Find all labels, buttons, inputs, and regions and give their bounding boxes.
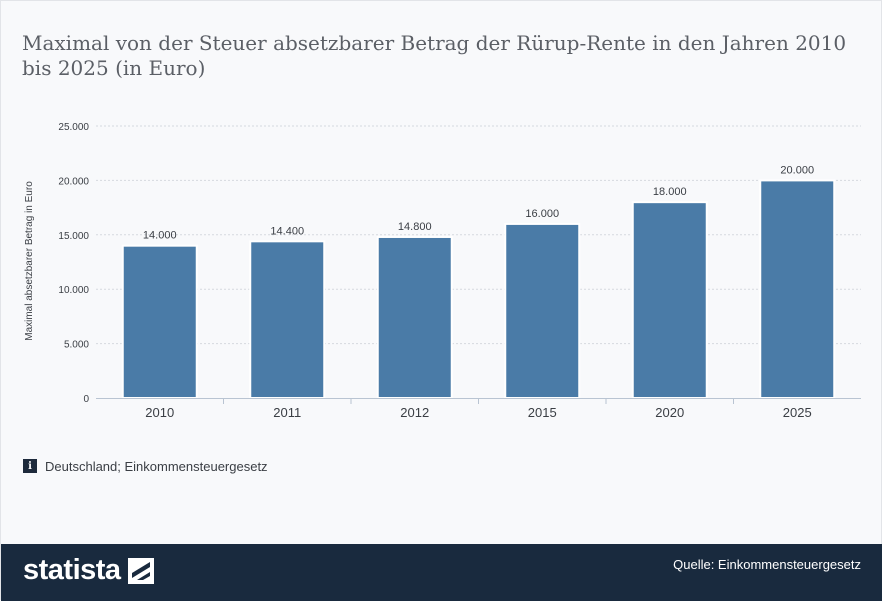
statista-logo-icon <box>127 557 154 584</box>
x-tick-label: 2025 <box>783 405 812 420</box>
bar-2011[interactable] <box>249 240 326 399</box>
bar-2012[interactable] <box>376 235 453 399</box>
data-label: 14.400 <box>270 225 304 237</box>
x-tick-label: 2020 <box>655 405 684 420</box>
x-tick-label: 2015 <box>528 405 557 420</box>
x-tick-label: 2012 <box>400 405 429 420</box>
y-tick-label: 5.000 <box>64 340 89 351</box>
x-tick-label: 2011 <box>273 405 301 420</box>
y-axis-title: Maximal absetzbarer Betrag in Euro <box>24 181 35 341</box>
info-icon[interactable]: i <box>23 459 37 473</box>
y-tick-label: 25.000 <box>58 122 89 133</box>
bar-chart: 14.000 14.400 14.800 16.000 18.000 20.000 0 5.… <box>24 122 861 420</box>
statista-logo[interactable]: statista <box>23 554 154 587</box>
info-note: i Deutschland; Einkommensteuergesetz <box>23 458 268 474</box>
bar-2020[interactable] <box>631 201 708 399</box>
y-tick-label: 20.000 <box>58 176 89 187</box>
logo-text: statista <box>23 554 121 586</box>
bar-2025[interactable] <box>759 179 836 399</box>
chart-title: Maximal von der Steuer absetzbarer Betra… <box>22 31 847 80</box>
source-text: Quelle: Einkommensteuergesetz <box>673 557 861 572</box>
y-tick-label: 10.000 <box>58 285 89 296</box>
data-label: 14.000 <box>143 230 177 242</box>
footer: statista Quelle: Einkommensteuergesetz <box>1 544 882 601</box>
data-label: 14.800 <box>398 221 432 233</box>
y-tick-label: 0 <box>83 394 89 405</box>
y-tick-label: 15.000 <box>58 231 89 242</box>
bar-2015[interactable] <box>504 222 581 399</box>
data-label: 20.000 <box>780 164 814 176</box>
data-label: 18.000 <box>653 186 687 198</box>
info-note-text: Deutschland; Einkommensteuergesetz <box>45 458 268 474</box>
x-tick-label: 2010 <box>145 405 174 420</box>
data-label: 16.000 <box>525 208 559 220</box>
bar-2010[interactable] <box>121 244 198 399</box>
